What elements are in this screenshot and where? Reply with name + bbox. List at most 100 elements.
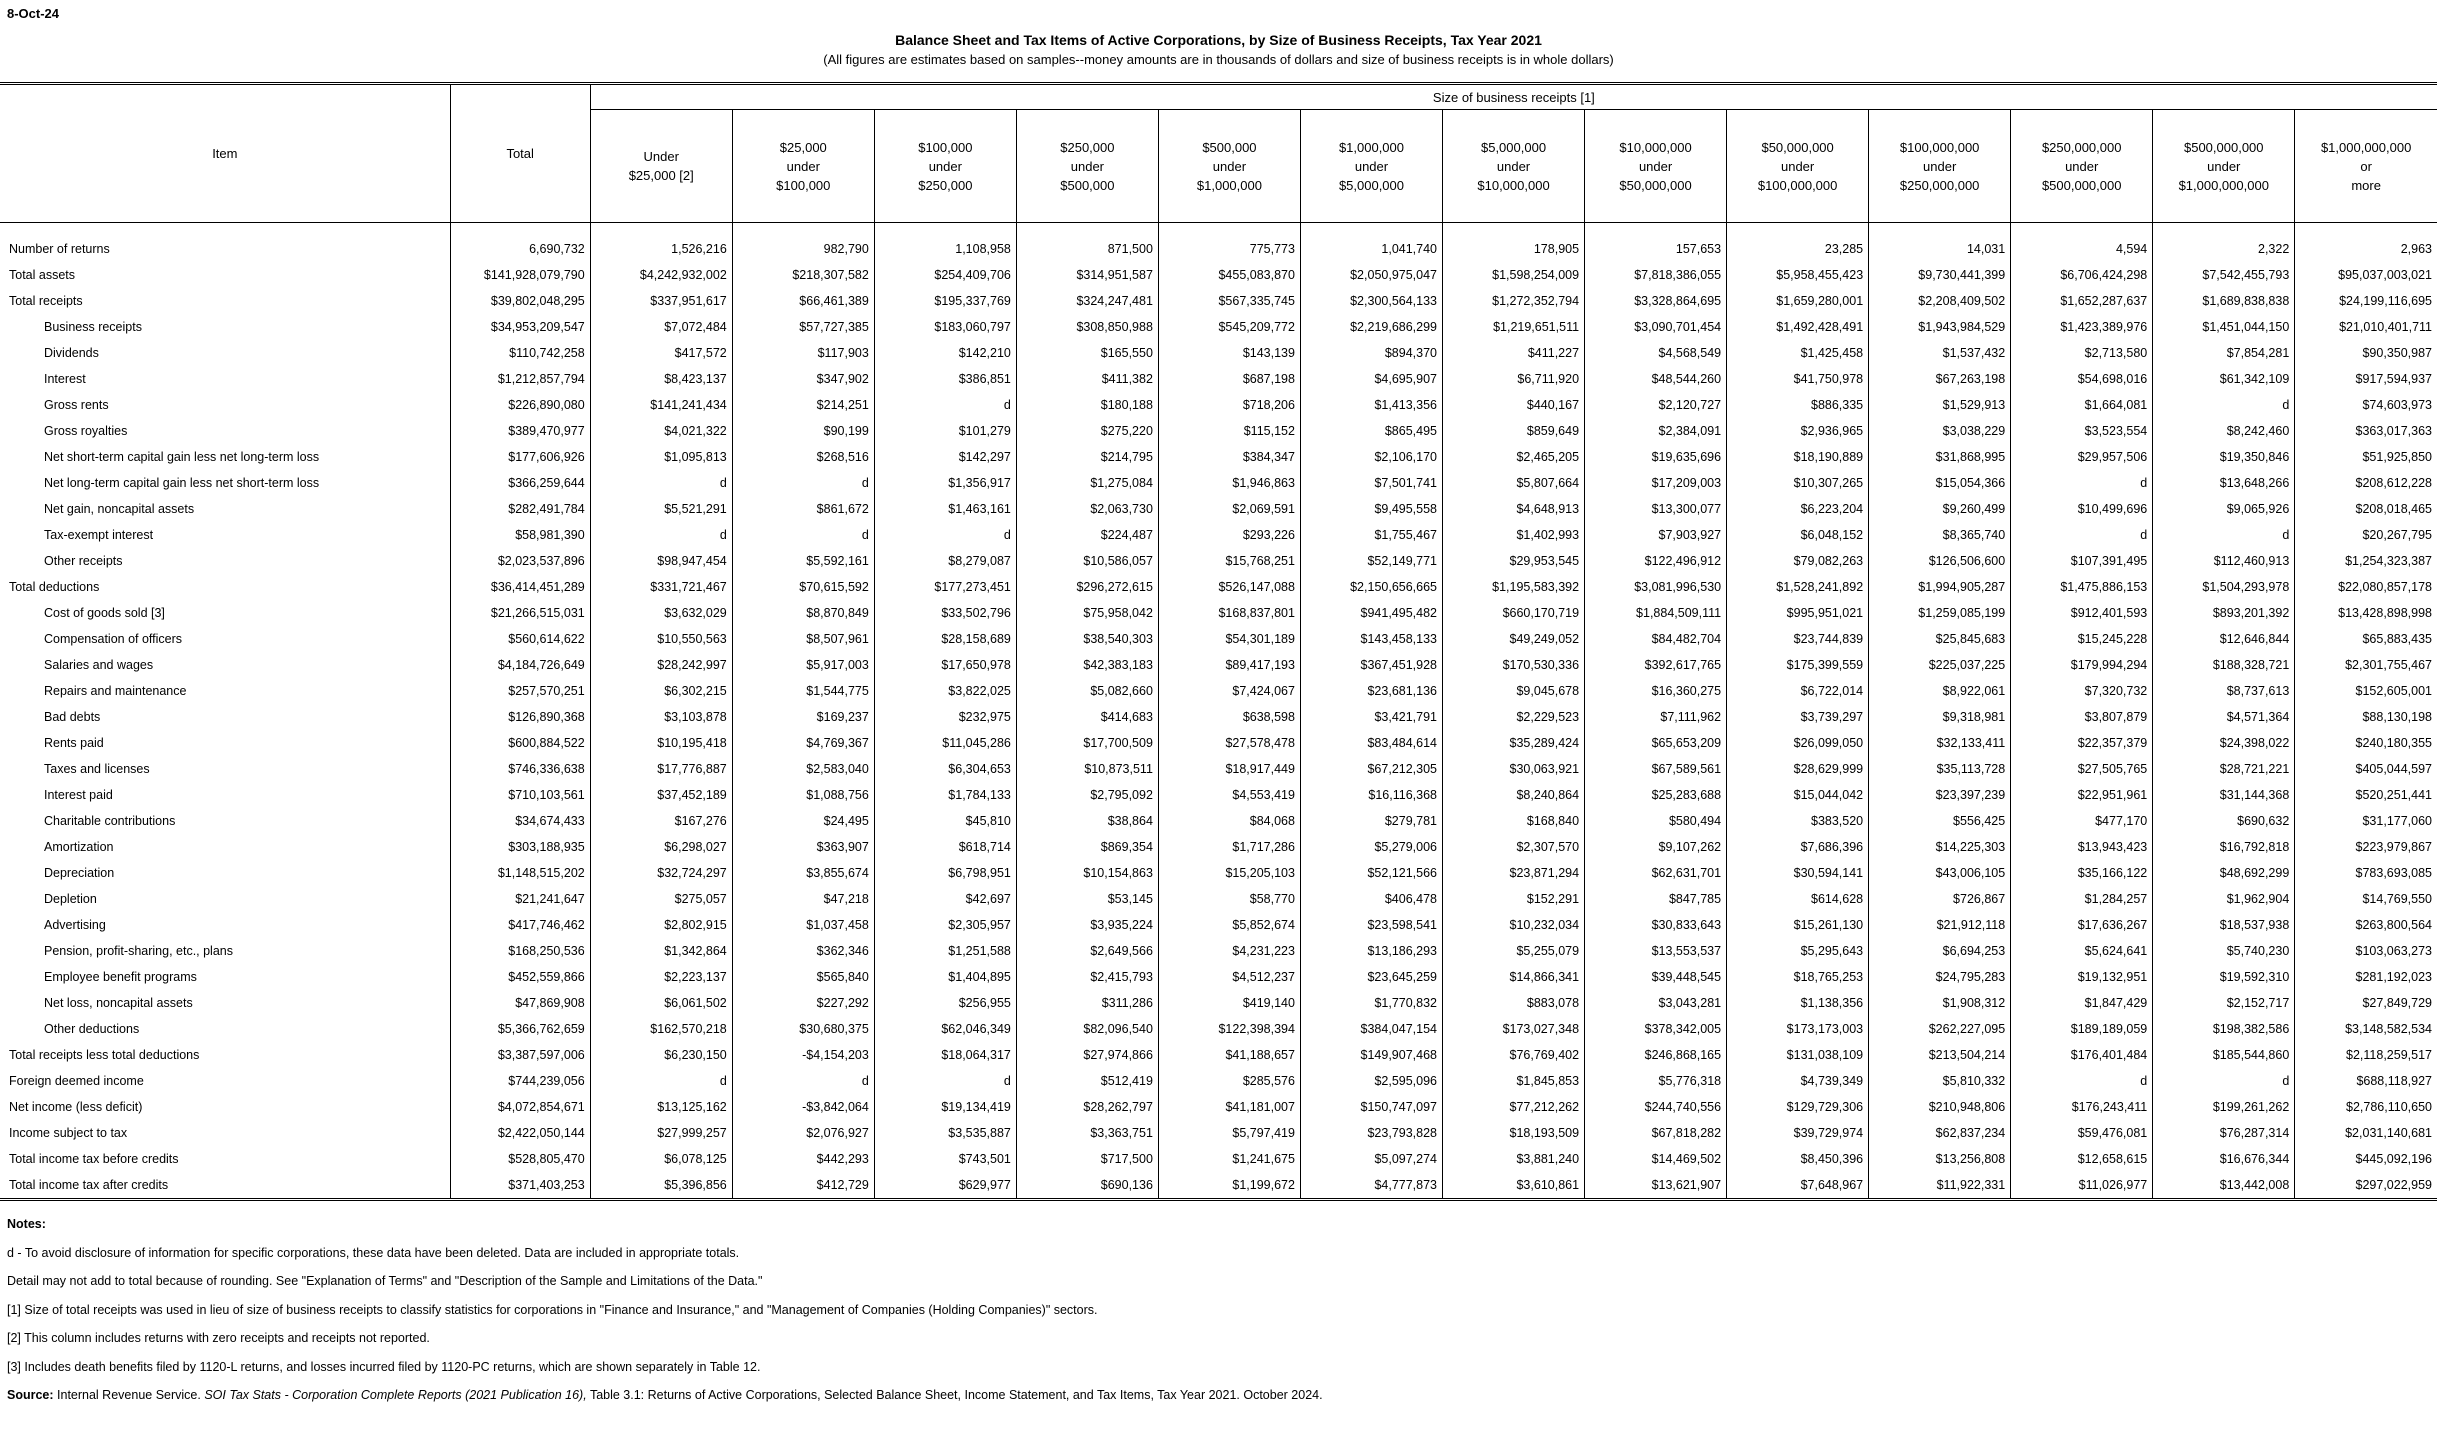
cell-value: $1,413,356 bbox=[1299, 392, 1443, 418]
source-publication: SOI Tax Stats - Corporation Complete Rep… bbox=[204, 1388, 587, 1402]
cell-value: $455,083,870 bbox=[1157, 262, 1301, 288]
cell-value: $6,694,253 bbox=[1868, 938, 2011, 964]
spacer-cell bbox=[0, 223, 450, 237]
cell-value: $38,864 bbox=[1015, 808, 1159, 834]
cell-value: $7,648,967 bbox=[1726, 1172, 1869, 1200]
cell-value: $869,354 bbox=[1015, 834, 1159, 860]
cell-value: $126,890,368 bbox=[449, 704, 591, 730]
cell-value: $717,500 bbox=[1015, 1146, 1159, 1172]
cell-value: $19,132,951 bbox=[2010, 964, 2153, 990]
row-label: Foreign deemed income bbox=[9, 1074, 144, 1088]
cell-value: $1,884,509,111 bbox=[1584, 600, 1727, 626]
cell-value: $3,610,861 bbox=[1441, 1172, 1585, 1200]
cell-value: $1,356,917 bbox=[873, 470, 1017, 496]
cell-value: $405,044,597 bbox=[2294, 756, 2437, 782]
cell-value: $10,550,563 bbox=[589, 626, 733, 652]
cell-value: $275,057 bbox=[589, 886, 733, 912]
cell-value: $618,714 bbox=[873, 834, 1017, 860]
cell-value: 157,653 bbox=[1584, 236, 1727, 262]
cell-value: $18,917,449 bbox=[1157, 756, 1301, 782]
cell-value: $2,936,965 bbox=[1726, 418, 1869, 444]
table-row: Total income tax before credits $528,805,… bbox=[0, 1146, 2437, 1172]
cell-value: d bbox=[589, 1068, 733, 1094]
size-column-header: $500,000,000 under $1,000,000,000 bbox=[2152, 109, 2295, 223]
cell-value: $58,770 bbox=[1157, 886, 1301, 912]
cell-value: $59,476,081 bbox=[2010, 1120, 2153, 1146]
cell-value: $6,223,204 bbox=[1726, 496, 1869, 522]
cell-value: $28,721,221 bbox=[2152, 756, 2295, 782]
cell-value: $1,423,389,976 bbox=[2010, 314, 2153, 340]
cell-value: $11,026,977 bbox=[2010, 1172, 2153, 1200]
cell-value: $67,589,561 bbox=[1584, 756, 1727, 782]
table-row: Foreign deemed income $744,239,056 d d d $512… bbox=[0, 1068, 2437, 1094]
cell-value: $1,138,356 bbox=[1726, 990, 1869, 1016]
cell-value: $324,247,481 bbox=[1015, 288, 1159, 314]
spacer-cell bbox=[2294, 222, 2437, 236]
cell-value: $5,740,230 bbox=[2152, 938, 2295, 964]
note-line: d - To avoid disclosure of information f… bbox=[7, 1245, 740, 1260]
cell-value: $74,603,973 bbox=[2294, 392, 2437, 418]
cell-value: $275,220 bbox=[1015, 418, 1159, 444]
spacer-cell bbox=[731, 222, 875, 236]
cell-value: $52,121,566 bbox=[1299, 860, 1443, 886]
cell-value: $710,103,561 bbox=[449, 782, 591, 808]
size-column-header: $5,000,000 under $10,000,000 bbox=[1441, 109, 1585, 223]
table-row: Dividends $110,742,258 $417,572 $117,903 $14… bbox=[0, 340, 2437, 366]
cell-value: $7,424,067 bbox=[1157, 678, 1301, 704]
cell-value: $66,461,389 bbox=[731, 288, 875, 314]
cell-value: $28,629,999 bbox=[1726, 756, 1869, 782]
cell-value: $225,037,225 bbox=[1868, 652, 2011, 678]
cell-value: $5,810,332 bbox=[1868, 1068, 2011, 1094]
cell-value: $58,981,390 bbox=[449, 522, 591, 548]
table-row: Gross royalties $389,470,977 $4,021,322 $90… bbox=[0, 418, 2437, 444]
cell-value: $2,802,915 bbox=[589, 912, 733, 938]
cell-value: $49,249,052 bbox=[1441, 626, 1585, 652]
spacer-cell bbox=[449, 222, 591, 236]
cell-value: $33,502,796 bbox=[873, 600, 1017, 626]
cell-value: $6,078,125 bbox=[589, 1146, 733, 1172]
cell-value: $14,225,303 bbox=[1868, 834, 2011, 860]
cell-value: $1,199,672 bbox=[1157, 1172, 1301, 1200]
cell-value: $16,792,818 bbox=[2152, 834, 2295, 860]
table-row: Business receipts $34,953,209,547 $7,072,4… bbox=[0, 314, 2437, 340]
cell-value: $452,559,866 bbox=[449, 964, 591, 990]
cell-value: $2,076,927 bbox=[731, 1120, 875, 1146]
cell-value: 6,690,732 bbox=[449, 236, 591, 262]
cell-value: $169,237 bbox=[731, 704, 875, 730]
table-body: Number of returns 6,690,732 1,526,216 982,7… bbox=[0, 222, 2437, 1200]
size-column-header: $500,000 under $1,000,000 bbox=[1157, 109, 1301, 223]
cell-value: $25,283,688 bbox=[1584, 782, 1727, 808]
table-row: Net gain, noncapital assets $282,491,784 $… bbox=[0, 496, 2437, 522]
cell-value: $7,818,386,055 bbox=[1584, 262, 1727, 288]
cell-value: $7,072,484 bbox=[589, 314, 733, 340]
cell-value: $3,328,864,695 bbox=[1584, 288, 1727, 314]
cell-value: $21,010,401,711 bbox=[2294, 314, 2437, 340]
cell-value: $337,951,617 bbox=[589, 288, 733, 314]
table-row: Other deductions $5,366,762,659 $162,570,2… bbox=[0, 1016, 2437, 1042]
cell-value: $5,255,079 bbox=[1441, 938, 1585, 964]
row-label: Interest bbox=[44, 372, 86, 386]
cell-value: $1,492,428,491 bbox=[1726, 314, 1869, 340]
size-column-header: $25,000 under $100,000 bbox=[731, 109, 875, 223]
cell-value: $84,482,704 bbox=[1584, 626, 1727, 652]
cell-value: $31,144,368 bbox=[2152, 782, 2295, 808]
cell-value: $2,208,409,502 bbox=[1868, 288, 2011, 314]
cell-value: $115,152 bbox=[1157, 418, 1301, 444]
note-line: [1] Size of total receipts was used in l… bbox=[7, 1302, 1098, 1317]
cell-value: $47,218 bbox=[731, 886, 875, 912]
cell-value: $25,845,683 bbox=[1868, 626, 2011, 652]
cell-value: $173,173,003 bbox=[1726, 1016, 1869, 1042]
cell-value: 1,108,958 bbox=[873, 236, 1017, 262]
cell-value: $5,624,641 bbox=[2010, 938, 2153, 964]
row-label: Net loss, noncapital assets bbox=[44, 996, 193, 1010]
cell-value: $746,336,638 bbox=[449, 756, 591, 782]
cell-value: $2,795,092 bbox=[1015, 782, 1159, 808]
cell-value: $406,478 bbox=[1299, 886, 1443, 912]
cell-value: $2,050,975,047 bbox=[1299, 262, 1443, 288]
cell-value: $556,425 bbox=[1868, 808, 2011, 834]
cell-value: $26,099,050 bbox=[1726, 730, 1869, 756]
cell-value: $367,451,928 bbox=[1299, 652, 1443, 678]
cell-value: $6,798,951 bbox=[873, 860, 1017, 886]
cell-value: $34,674,433 bbox=[449, 808, 591, 834]
cell-value: $5,521,291 bbox=[589, 496, 733, 522]
